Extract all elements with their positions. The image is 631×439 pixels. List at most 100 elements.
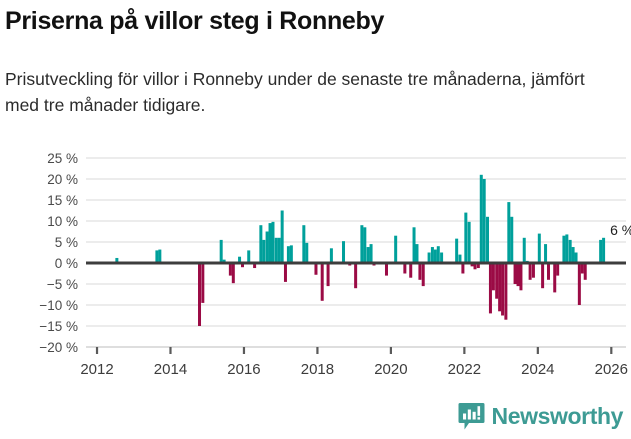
- bar: [568, 239, 572, 263]
- bar: [546, 263, 550, 280]
- bar: [222, 259, 226, 263]
- bar: [565, 234, 569, 263]
- x-axis-tick-label: 2018: [301, 361, 334, 378]
- bar: [519, 263, 523, 291]
- bar: [228, 263, 232, 276]
- bar: [394, 235, 398, 263]
- bar: [522, 237, 526, 263]
- bar: [342, 241, 346, 263]
- bar: [427, 252, 431, 263]
- logo-wordmark: Newsworthy: [491, 403, 624, 429]
- bar-chart: 25 % 20 % 15 % 10 % 5 % 0 % −5 % −10 % −15 % −20 …: [39, 151, 631, 378]
- bar: [491, 263, 495, 291]
- bar: [421, 263, 425, 287]
- bar: [473, 263, 477, 270]
- bar: [280, 210, 284, 263]
- bar: [513, 263, 517, 284]
- bar: [458, 254, 462, 263]
- bar: [580, 263, 584, 274]
- y-axis-labels: 25 % 20 % 15 % 10 % 5 % 0 % −5 % −10 % −15 % −20 …: [39, 151, 78, 355]
- y-axis-tick-label: −15 %: [39, 319, 78, 334]
- x-axis-tick-label: 2022: [448, 361, 481, 378]
- bar: [455, 238, 459, 263]
- bar: [501, 263, 505, 316]
- bar: [247, 250, 251, 263]
- bar: [329, 248, 333, 263]
- bar: [528, 263, 532, 280]
- bar: [412, 227, 416, 263]
- bar: [430, 247, 434, 263]
- page-subtitle: Prisutveckling för villor i Ronneby unde…: [5, 69, 585, 115]
- bar: [271, 221, 275, 263]
- bar: [482, 179, 486, 263]
- bar: [470, 263, 474, 267]
- x-axis-tick-label: 2026: [595, 361, 628, 378]
- y-axis-tick-label: −5 %: [47, 277, 78, 292]
- page-title: Priserna på villor steg i Ronneby: [5, 7, 385, 35]
- bar: [467, 221, 471, 263]
- bar: [366, 247, 370, 263]
- bar: [602, 237, 606, 263]
- bar: [541, 263, 545, 289]
- bar: [238, 256, 242, 263]
- y-axis-tick-label: 15 %: [47, 193, 78, 208]
- bar: [599, 239, 603, 263]
- bar: [115, 257, 119, 263]
- bar: [320, 263, 324, 301]
- bar: [326, 263, 330, 287]
- bar: [498, 263, 502, 312]
- bar: [302, 225, 306, 263]
- bar: [155, 250, 159, 263]
- newsworthy-logo: Newsworthy: [458, 402, 623, 431]
- bar: [268, 223, 272, 263]
- chart-container: 25 % 20 % 15 % 10 % 5 % 0 % −5 % −10 % −15 % −20 …: [0, 145, 631, 390]
- x-axis-labels: 2012 2014 2016 2018 2020 2022 2024 2026: [80, 347, 628, 378]
- x-axis-tick-label: 2020: [374, 361, 407, 378]
- bar: [461, 263, 465, 274]
- x-axis-tick-label: 2024: [521, 361, 554, 378]
- y-axis-tick-label: 5 %: [55, 235, 78, 250]
- bar: [464, 212, 468, 263]
- bar: [253, 263, 257, 269]
- bar: [219, 239, 223, 263]
- bar: [384, 263, 388, 276]
- bar: [262, 239, 266, 263]
- bar: [510, 216, 514, 263]
- bar: [433, 249, 437, 263]
- bar: [544, 244, 548, 263]
- bar: [516, 263, 520, 287]
- bar: [289, 245, 293, 263]
- bar: [562, 235, 566, 263]
- bar-chart-speech-bubble-icon: [458, 403, 485, 430]
- bar: [574, 252, 578, 263]
- bar: [403, 263, 407, 274]
- bar: [274, 237, 278, 263]
- bar: [440, 252, 444, 263]
- bar: [265, 231, 269, 263]
- bar: [409, 263, 413, 278]
- bar: [286, 246, 290, 263]
- bar: [277, 237, 281, 263]
- bar: [158, 249, 162, 263]
- bar: [476, 263, 480, 269]
- bar: [418, 263, 422, 280]
- value-annotations: 6 %: [610, 222, 631, 238]
- bar: [488, 263, 492, 314]
- bar: [583, 263, 587, 280]
- bar: [369, 244, 373, 263]
- bar: [201, 263, 205, 303]
- bar: [314, 263, 318, 275]
- bar: [436, 246, 440, 263]
- y-axis-tick-label: −20 %: [39, 340, 78, 355]
- x-axis-tick-label: 2016: [227, 361, 260, 378]
- y-axis-tick-label: −10 %: [39, 298, 78, 313]
- bar: [363, 227, 367, 263]
- bar: [283, 263, 287, 282]
- bar: [556, 263, 560, 276]
- bar: [577, 263, 581, 305]
- y-axis-tick-label: 25 %: [47, 151, 78, 166]
- y-axis-tick-label: 20 %: [47, 172, 78, 187]
- bar: [231, 263, 235, 284]
- bar: [531, 263, 535, 278]
